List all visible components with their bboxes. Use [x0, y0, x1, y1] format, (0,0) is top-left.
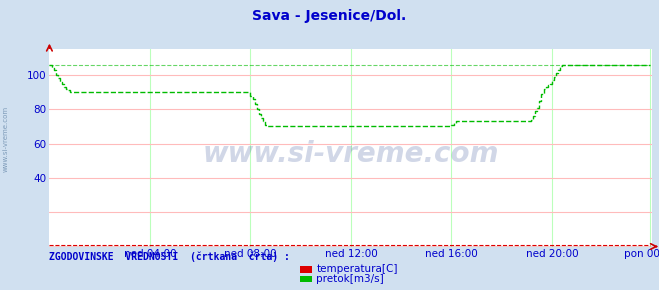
Text: temperatura[C]: temperatura[C]: [316, 264, 398, 274]
Text: www.si-vreme.com: www.si-vreme.com: [2, 106, 9, 172]
Text: www.si-vreme.com: www.si-vreme.com: [203, 140, 499, 168]
Text: ZGODOVINSKE  VREDNOSTI  (črtkana  črta) :: ZGODOVINSKE VREDNOSTI (črtkana črta) :: [49, 251, 291, 262]
Text: pretok[m3/s]: pretok[m3/s]: [316, 274, 384, 284]
Text: Sava - Jesenice/Dol.: Sava - Jesenice/Dol.: [252, 9, 407, 23]
